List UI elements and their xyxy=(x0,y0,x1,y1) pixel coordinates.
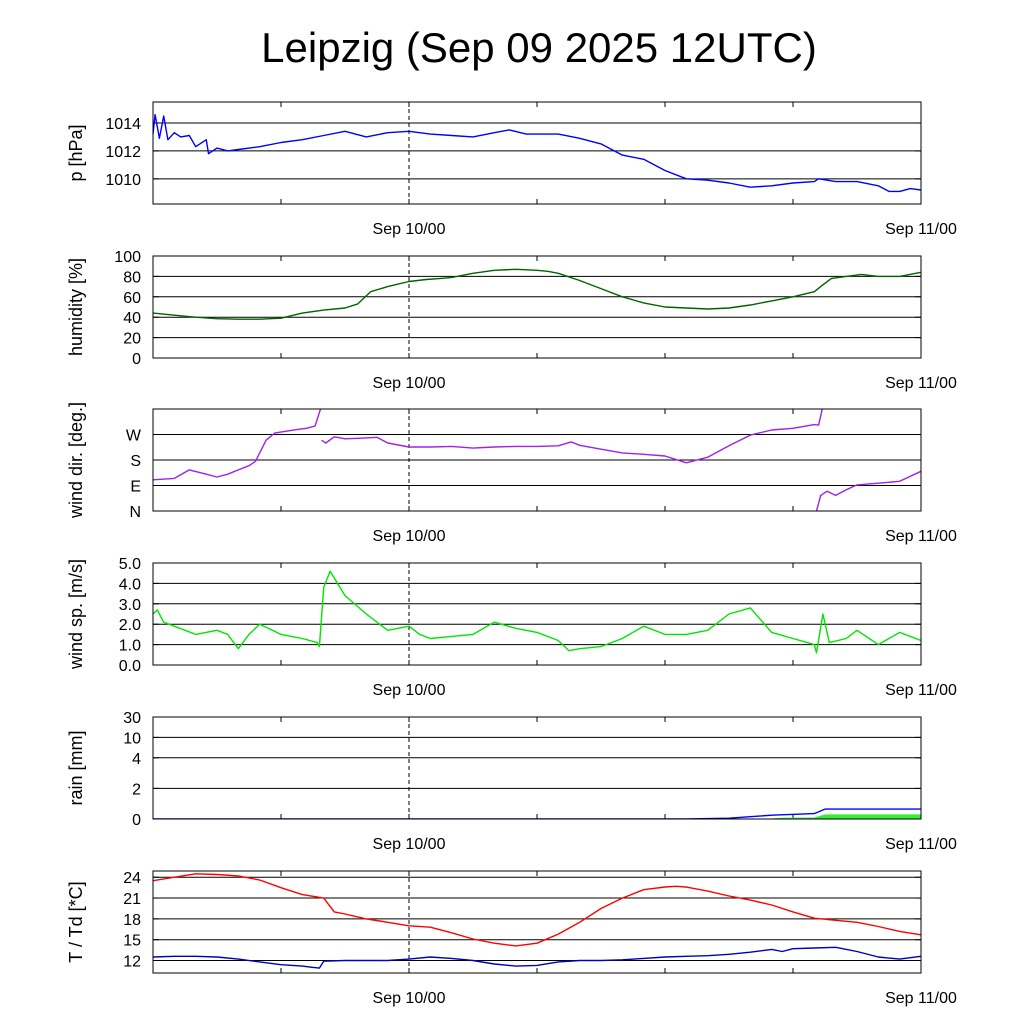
y-tick-label: 20 xyxy=(123,331,141,348)
y-tick-label: 2 xyxy=(132,781,141,798)
y-tick-label: 60 xyxy=(123,290,141,307)
plot-frame xyxy=(152,101,922,205)
x-tick-label: Sep 10/00 xyxy=(373,990,446,1007)
series-t xyxy=(153,873,921,947)
x-tick-label: Sep 11/00 xyxy=(885,836,957,853)
y-tick-label: 18 xyxy=(123,912,141,929)
series-td xyxy=(153,946,921,969)
y-axis-label: humidity [%] xyxy=(66,258,86,356)
y-tick-label: 15 xyxy=(123,933,141,950)
panel-wind-speed: 0.0 1.0 2.0 3.0 4.0 5.0 Sep 10/00 Sep 11/00 wind… xyxy=(66,556,957,699)
y-tick-label: 2.0 xyxy=(119,617,141,634)
y-tick-label: 0 xyxy=(132,351,141,368)
y-tick-label: 5.0 xyxy=(119,556,141,573)
series-wind-dir-segment-2 xyxy=(321,409,823,464)
y-tick-label: 1012 xyxy=(105,144,141,161)
y-tick-label: 21 xyxy=(123,891,141,908)
y-axis-label: wind sp. [m/s] xyxy=(66,559,86,670)
y-tick-label: 40 xyxy=(123,310,141,327)
y-tick-label: 4.0 xyxy=(119,576,141,593)
panel-pressure: 1014 1012 1010 Sep 10/00 Sep 11/00 p [hPa] xyxy=(66,101,957,238)
x-tick-label: Sep 11/00 xyxy=(885,682,957,699)
y-tick-label: N xyxy=(129,504,141,521)
y-tick-label: 1010 xyxy=(105,172,141,189)
y-axis-label: rain [mm] xyxy=(66,730,86,805)
y-tick-label: 24 xyxy=(123,870,141,887)
x-tick-label: Sep 10/00 xyxy=(373,375,446,392)
series-wind-dir-segment-3 xyxy=(815,470,921,511)
y-axis-label: p [hPa] xyxy=(66,124,86,181)
y-tick-label: 1.0 xyxy=(119,638,141,655)
panel-rain: 0 2 4 10 30 Sep 10/00 Sep 11/00 rain [mm] xyxy=(66,710,957,853)
y-tick-label: 30 xyxy=(123,710,141,727)
plot-frame xyxy=(152,870,922,974)
y-tick-label: E xyxy=(130,479,141,496)
plot-frame xyxy=(152,255,922,359)
x-tick-label: Sep 11/00 xyxy=(885,221,957,238)
x-tick-label: Sep 11/00 xyxy=(885,375,957,392)
y-axis-label: T / Td [*C] xyxy=(66,881,86,962)
x-tick-label: Sep 10/00 xyxy=(373,836,446,853)
y-tick-label: 1014 xyxy=(105,116,141,133)
plot-frame xyxy=(152,408,922,512)
y-tick-label: 12 xyxy=(123,954,141,971)
panel-temperature-dew-point: 12 15 18 21 24 Sep 10/00 Sep 11/00 T / Td [*C] xyxy=(66,870,957,1007)
series-p xyxy=(153,113,921,193)
plot-frame xyxy=(152,716,922,820)
panel-humidity: 0 20 40 60 80 100 Sep 10/00 Sep 11/00 humidity [… xyxy=(66,249,957,392)
x-tick-label: Sep 11/00 xyxy=(885,528,957,545)
x-tick-label: Sep 10/00 xyxy=(373,528,446,545)
y-tick-label: 0 xyxy=(132,812,141,829)
chart-title: Leipzig (Sep 09 2025 12UTC) xyxy=(261,24,817,71)
series-wind-dir-segment-1 xyxy=(153,409,322,481)
y-tick-label: 80 xyxy=(123,269,141,286)
series-wind-speed xyxy=(153,570,921,654)
y-tick-label: 4 xyxy=(132,751,141,768)
x-tick-label: Sep 10/00 xyxy=(373,221,446,238)
y-tick-label: 3.0 xyxy=(119,597,141,614)
series-humidity xyxy=(153,268,921,320)
y-tick-label: S xyxy=(130,453,141,470)
y-tick-label: 0.0 xyxy=(119,658,141,675)
y-tick-label: 10 xyxy=(123,730,141,747)
x-tick-label: Sep 11/00 xyxy=(885,990,957,1007)
plot-frame xyxy=(152,562,922,666)
y-axis-label: wind dir. [deg.] xyxy=(66,402,86,519)
x-tick-label: Sep 10/00 xyxy=(373,682,446,699)
y-tick-label: 100 xyxy=(114,249,141,266)
y-tick-label: W xyxy=(126,428,142,445)
